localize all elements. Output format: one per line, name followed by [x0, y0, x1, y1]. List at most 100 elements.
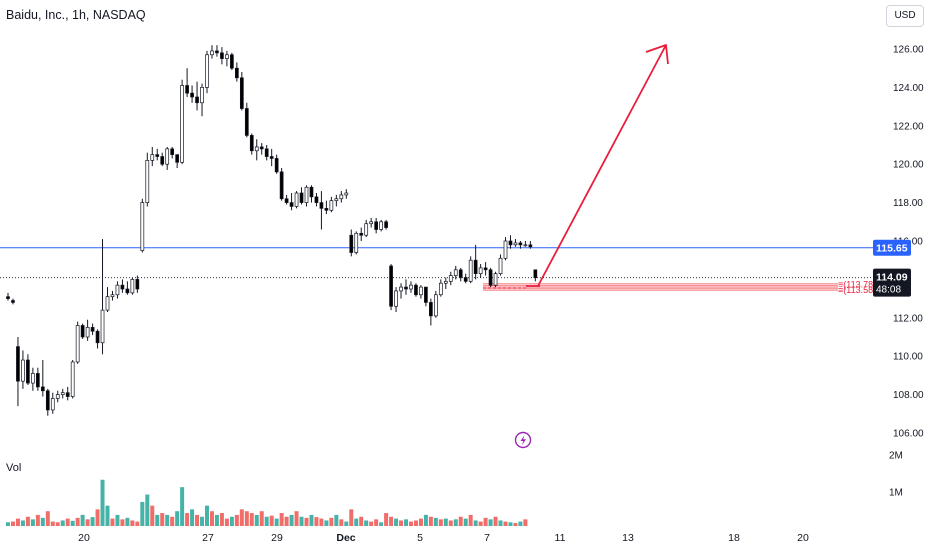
volume-bar	[180, 487, 185, 526]
candle	[314, 193, 319, 207]
event-icon[interactable]	[514, 431, 532, 449]
candle	[389, 264, 393, 311]
volume-bar	[289, 514, 294, 526]
horizontal-line-layer	[0, 247, 878, 279]
candle	[289, 193, 294, 211]
candle	[294, 191, 299, 209]
candle	[374, 217, 378, 234]
volume-bar	[423, 514, 428, 526]
volume-bar	[493, 516, 498, 526]
candle	[424, 286, 428, 307]
volume-bar	[40, 517, 45, 526]
volume-bar	[205, 505, 209, 526]
candle	[339, 191, 344, 203]
candle	[409, 281, 413, 293]
volume-bar	[190, 509, 195, 526]
candle	[369, 217, 374, 228]
candle	[220, 47, 224, 65]
candle	[488, 267, 493, 288]
volume-bar	[329, 517, 334, 526]
candle-body	[269, 156, 274, 159]
candle	[50, 392, 55, 414]
volume-bar	[478, 521, 483, 526]
volume-bar	[399, 520, 404, 526]
candle	[483, 262, 488, 276]
price-axis-label: 108.00	[893, 390, 924, 401]
volume-bar	[349, 509, 354, 526]
candle	[150, 146, 155, 167]
candle-body	[110, 294, 115, 298]
volume-bar	[45, 511, 50, 526]
candle-body	[299, 192, 304, 203]
candle	[110, 290, 115, 301]
candle	[399, 283, 403, 299]
candle	[394, 287, 398, 313]
volume-bar	[468, 514, 473, 526]
candle	[438, 279, 443, 297]
candle	[180, 79, 184, 165]
time-axis-label: 5	[417, 532, 423, 544]
candle-body	[85, 327, 90, 338]
candle-body	[473, 259, 478, 274]
candle	[120, 279, 125, 293]
candle	[185, 68, 189, 97]
candle-body	[140, 202, 145, 251]
candle	[508, 235, 513, 249]
candle	[170, 146, 175, 159]
projection-arrow[interactable]	[526, 44, 669, 287]
volume-bar	[384, 513, 389, 526]
candle-body	[488, 269, 493, 286]
candle	[334, 194, 339, 207]
candle-body	[125, 288, 130, 294]
volume-layer	[6, 479, 528, 526]
volume-bar	[105, 505, 110, 526]
volume-bar	[80, 514, 85, 526]
currency-button[interactable]: USD	[886, 5, 924, 27]
volume-bar	[503, 521, 508, 526]
candle-body	[210, 50, 214, 56]
time-axis-label: 20	[78, 532, 90, 544]
volume-bar	[389, 516, 394, 526]
candle	[518, 241, 523, 249]
candle-body	[478, 267, 483, 274]
volume-bar	[65, 518, 70, 526]
volume-bar	[249, 513, 254, 526]
candle	[135, 275, 140, 293]
last-price-tag	[873, 268, 911, 297]
candle	[200, 83, 204, 117]
candle-body	[239, 77, 244, 109]
candle-body	[533, 269, 538, 279]
price-axis-label: 118.00	[893, 198, 923, 209]
candle-body	[334, 198, 339, 202]
candle-body	[379, 221, 383, 230]
volume-bar	[170, 516, 175, 526]
candle	[284, 194, 289, 205]
zone-top-label: ≡(113.78)	[838, 280, 876, 290]
candle	[55, 390, 60, 403]
volume-axis-label: 1M	[889, 488, 903, 499]
candle	[384, 219, 388, 230]
candle	[434, 290, 438, 318]
candle-body	[225, 54, 229, 59]
candle	[45, 388, 50, 416]
volume-bar	[195, 514, 200, 526]
candle-body	[155, 154, 160, 157]
candle-body	[35, 373, 40, 388]
volume-bar	[354, 518, 359, 526]
volume-bar	[339, 519, 344, 526]
volume-bar	[334, 514, 339, 526]
volume-bar	[214, 514, 219, 526]
arrow-line[interactable]	[537, 44, 667, 287]
volume-bar	[269, 515, 274, 526]
volume-bar	[369, 521, 374, 526]
volume-bar	[150, 505, 155, 526]
candle-body	[364, 223, 369, 236]
price-axis-label: 122.00	[893, 121, 924, 132]
candle	[503, 237, 508, 261]
candle-body	[190, 92, 194, 98]
candle-body	[463, 277, 468, 282]
candle-body	[215, 50, 219, 54]
candle-body	[274, 158, 279, 173]
time-axis[interactable]: 20 27 29 Dec 5 7 11 13 18 20	[78, 532, 809, 544]
